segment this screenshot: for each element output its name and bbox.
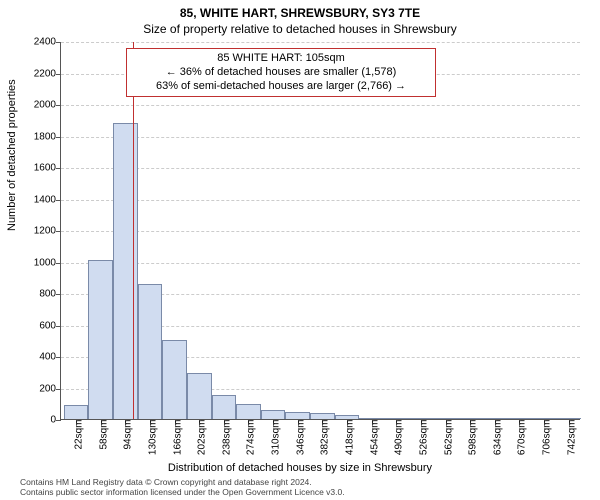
y-tick-label: 2000 [16,100,56,111]
x-tick-label: 238sqm [221,420,232,456]
x-tick-label: 742sqm [566,420,577,456]
plot-area: 22sqm58sqm94sqm130sqm166sqm202sqm238sqm2… [60,42,580,420]
y-tick-label: 1800 [16,131,56,142]
footer-line1: Contains HM Land Registry data © Crown c… [20,477,345,487]
histogram-bar [113,123,138,419]
y-tick-label: 600 [16,320,56,331]
y-tick-mark [56,294,61,295]
y-tick-label: 800 [16,289,56,300]
annotation-line1: 85 WHITE HART: 105sqm [135,52,427,66]
x-tick-label: 94sqm [123,420,134,450]
y-tick-mark [56,137,61,138]
y-tick-label: 2400 [16,37,56,48]
x-axis-label: Distribution of detached houses by size … [0,462,600,474]
y-tick-mark [56,420,61,421]
chart-title-sub: Size of property relative to detached ho… [0,22,600,36]
histogram-bar [261,410,286,419]
histogram-bar [162,340,187,419]
y-tick-label: 1400 [16,194,56,205]
annotation-line2: ← 36% of detached houses are smaller (1,… [135,66,427,80]
footer-line2: Contains public sector information licen… [20,487,345,497]
y-tick-mark [56,200,61,201]
gridline [61,42,580,43]
annotation-line3: 63% of semi-detached houses are larger (… [135,80,427,94]
x-tick-label: 202sqm [197,420,208,456]
y-tick-mark [56,389,61,390]
histogram-bar [187,373,212,419]
x-tick-label: 22sqm [74,420,85,450]
x-tick-label: 490sqm [394,420,405,456]
histogram-bar [88,260,113,419]
x-tick-label: 130sqm [147,420,158,456]
histogram-bar [64,405,89,419]
y-tick-label: 2200 [16,68,56,79]
histogram-bar [212,395,237,419]
gridline [61,168,580,169]
y-tick-mark [56,42,61,43]
reference-line [133,42,134,419]
x-tick-label: 58sqm [98,420,109,450]
x-tick-label: 706sqm [542,420,553,456]
x-tick-label: 166sqm [172,420,183,456]
y-tick-mark [56,231,61,232]
x-tick-label: 670sqm [517,420,528,456]
gridline [61,105,580,106]
y-tick-label: 0 [16,415,56,426]
attribution-footer: Contains HM Land Registry data © Crown c… [20,477,345,497]
gridline [61,263,580,264]
x-tick-label: 346sqm [295,420,306,456]
y-tick-mark [56,74,61,75]
x-tick-label: 526sqm [418,420,429,456]
y-tick-mark [56,168,61,169]
y-tick-label: 400 [16,352,56,363]
annotation-callout: 85 WHITE HART: 105sqm ← 36% of detached … [126,48,436,97]
x-tick-label: 382sqm [320,420,331,456]
x-tick-label: 598sqm [468,420,479,456]
x-tick-label: 274sqm [246,420,257,456]
histogram-bar [236,404,261,419]
y-tick-label: 200 [16,383,56,394]
x-tick-label: 418sqm [345,420,356,456]
gridline [61,137,580,138]
histogram-bar [285,412,310,419]
y-tick-mark [56,105,61,106]
y-tick-mark [56,357,61,358]
y-tick-mark [56,263,61,264]
chart-title-main: 85, WHITE HART, SHREWSBURY, SY3 7TE [0,6,600,20]
x-tick-label: 562sqm [443,420,454,456]
gridline [61,231,580,232]
y-tick-label: 1600 [16,163,56,174]
y-tick-label: 1200 [16,226,56,237]
histogram-bar [138,284,163,419]
x-tick-label: 310sqm [271,420,282,456]
x-tick-label: 454sqm [369,420,380,456]
y-tick-label: 1000 [16,257,56,268]
chart-container: 85, WHITE HART, SHREWSBURY, SY3 7TE Size… [0,0,600,500]
x-tick-label: 634sqm [492,420,503,456]
y-tick-mark [56,326,61,327]
gridline [61,200,580,201]
